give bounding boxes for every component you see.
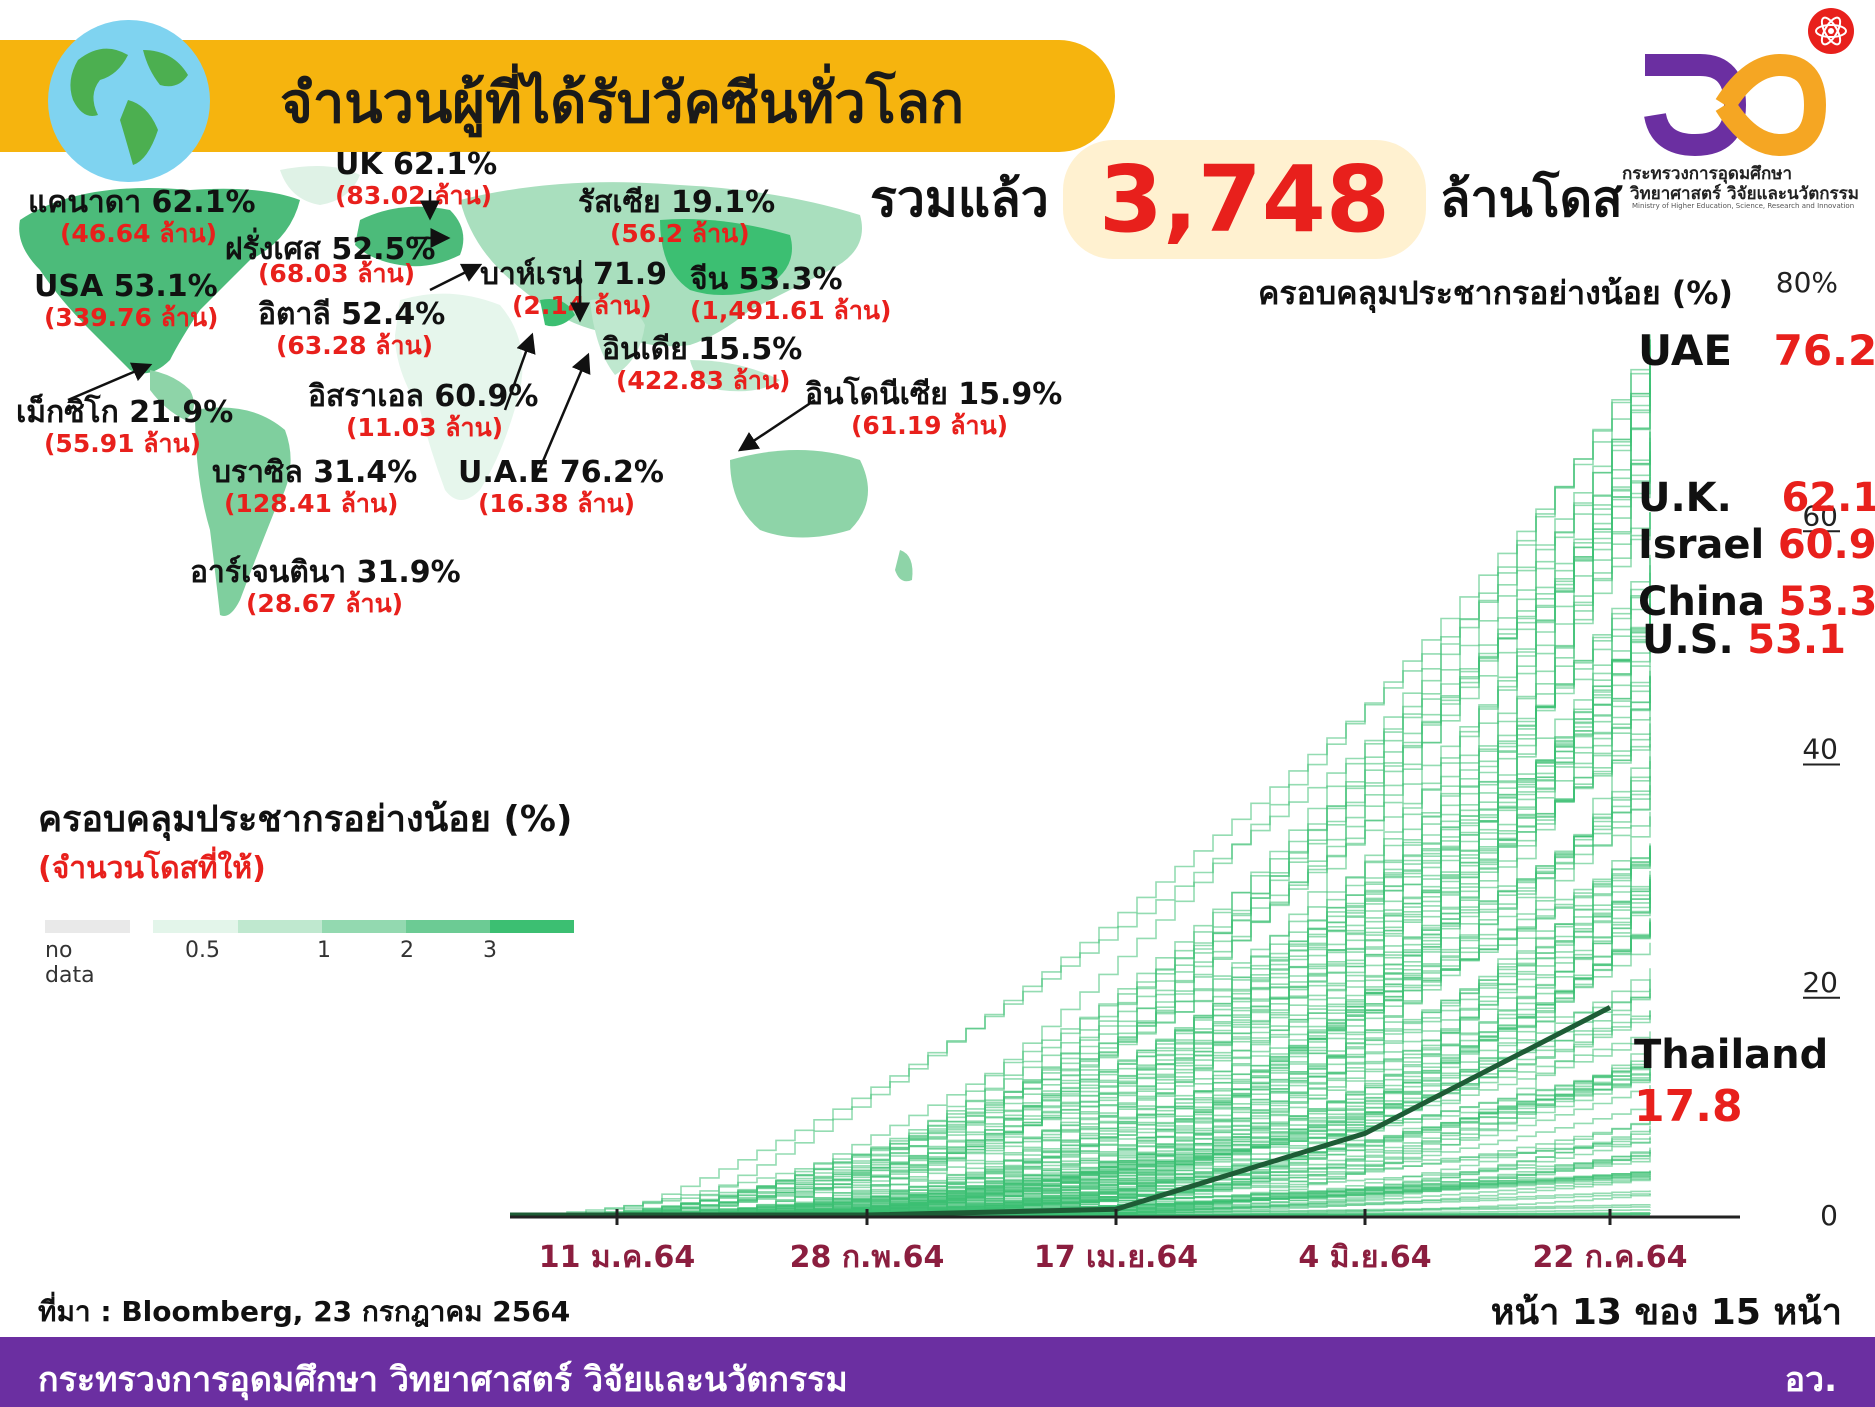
y-tick-label: 80% [1776,270,1838,299]
map-label-canada: แคนาดา 62.1% (46.64 ล้าน) [28,185,256,248]
country-series-line [510,992,1651,1216]
footer-bar [0,1337,1875,1407]
callout-name: U.K. [1638,475,1732,521]
x-tick-label: 4 มิ.ย.64 [1298,1240,1431,1270]
total-doses: รวมแล้ว 3,748 ล้านโดส [870,140,1623,259]
country-series-line [510,845,1651,1216]
map-label-argentina: อาร์เจนตินา 31.9% (28.67 ล้าน) [190,555,461,618]
map-label-brazil: บราซิล 31.4% (128.41 ล้าน) [212,455,418,518]
total-suffix: ล้านโดส [1439,170,1623,228]
map-label-russia: รัสเซีย 19.1% (56.2 ล้าน) [578,185,776,248]
legend-color-scale [45,918,575,933]
legend-no-data: no data [45,938,95,988]
logo-text-line2: วิทยาศาสตร์ วิจัยและนวัตกรรม [1630,184,1860,204]
country-series-line [510,589,1651,1216]
callout-name: China [1638,579,1766,625]
legend-tick: 0.5 [185,938,220,963]
logo-text-line3: Ministry of Higher Education, Science, R… [1632,202,1855,210]
callout-name: UAE [1638,326,1733,375]
callout-name: Israel [1638,522,1765,568]
country-series-line [510,512,1651,1216]
legend-title: ครอบคลุมประชากรอย่างน้อย (%) [38,799,573,840]
map-label-france: ฝรั่งเศส 52.5% (68.03 ล้าน) [225,232,436,288]
thailand-series-line [510,1005,1612,1218]
callout-value: 17.8 [1634,1081,1743,1132]
callout-value: 76.2 [1773,326,1875,375]
callout-thailand: Thailand 17.8 [1634,1035,1828,1129]
map-label-israel: อิสราเอล 60.9% (11.03 ล้าน) [308,379,539,442]
y-tick-label: 40 [1802,733,1838,766]
globe-icon [48,20,210,182]
y-tick-label: 60 [1802,499,1838,532]
logo-text-line1: กระทรวงการอุดมศึกษา [1622,164,1792,184]
atom-icon [1808,8,1854,54]
x-tick-label: 22 ก.ค.64 [1533,1240,1688,1270]
legend-tick: 2 [400,938,414,963]
x-tick-label: 11 ม.ค.64 [539,1240,696,1270]
map-label-indonesia: อินโดนีเซีย 15.9% (61.19 ล้าน) [805,377,1063,440]
country-series-line [510,1031,1651,1216]
legend-subtitle: (จำนวนโดสที่ให้) [38,851,266,886]
legend-tick: 1 [317,938,331,963]
map-label-uk: UK 62.1% (83.02 ล้าน) [335,147,498,210]
x-tick-label: 17 เม.ย.64 [1034,1240,1198,1270]
callout-israel: Israel 60.9 [1638,525,1875,565]
legend-tick: 3 [483,938,497,963]
y-tick-label: 0 [1820,1199,1838,1232]
map-label-china: จีน 53.3% (1,491.61 ล้าน) [690,262,892,325]
callout-china: China 53.3 [1638,582,1875,622]
map-arrows [67,190,816,481]
callout-name: U.S. [1642,617,1734,663]
total-value: 3,748 [1062,140,1426,259]
footer-ministry: กระทรวงการอุดมศึกษา วิทยาศาสตร์ วิจัยและ… [38,1360,848,1400]
map-label-india: อินเดีย 15.5% (422.83 ล้าน) [602,332,803,395]
world-map: UK 62.1% (83.02 ล้าน) แคนาดา 62.1% (46.64 … [0,150,1062,640]
callout-us: U.S. 53.1 [1642,620,1846,660]
vaccination-line-chart: 11 ม.ค.64 28 ก.พ.64 17 เม.ย.64 4 มิ.ย.64 22 … [500,266,1875,1275]
callout-value: 60.9 [1777,522,1875,568]
source-note: ที่มา : Bloomberg, 23 กรกฎาคม 2564 [38,1295,571,1328]
callout-value: 62.1 [1781,475,1875,521]
callout-name: Thailand [1634,1032,1829,1078]
country-series-line [510,622,1651,1216]
map-label-mexico: เม็กซิโก 21.9% (55.91 ล้าน) [16,395,234,458]
callout-uae: UAE 76.2 [1638,330,1875,372]
map-label-uae: U.A.E 76.2% (16.38 ล้าน) [458,455,664,518]
mhesi-logo [1625,40,1835,220]
country-series-line [510,450,1651,1216]
total-prefix: รวมแล้ว [870,170,1049,228]
map-label-usa: USA 53.1% (339.76 ล้าน) [34,269,219,332]
chart-title: ครอบคลุมประชากรอย่างน้อย (%) [1258,274,1734,312]
y-tick-label: 20 [1802,966,1838,999]
footer-abbr: อว. [1784,1360,1837,1400]
callout-value: 53.3 [1778,579,1875,625]
page-title: จำนวนผู้ที่ได้รับวัคซีนทั่วโลก [280,71,965,136]
callout-value: 53.1 [1747,617,1846,663]
country-series-line [510,512,1651,1216]
country-series-group [510,334,1651,1216]
map-label-italy: อิตาลี 52.4% (63.28 ล้าน) [258,297,446,360]
callout-uk: U.K. 62.1 [1638,478,1875,518]
x-tick-label: 28 ก.พ.64 [790,1240,945,1270]
page-indicator: หน้า 13 ของ 15 หน้า [1490,1292,1842,1333]
